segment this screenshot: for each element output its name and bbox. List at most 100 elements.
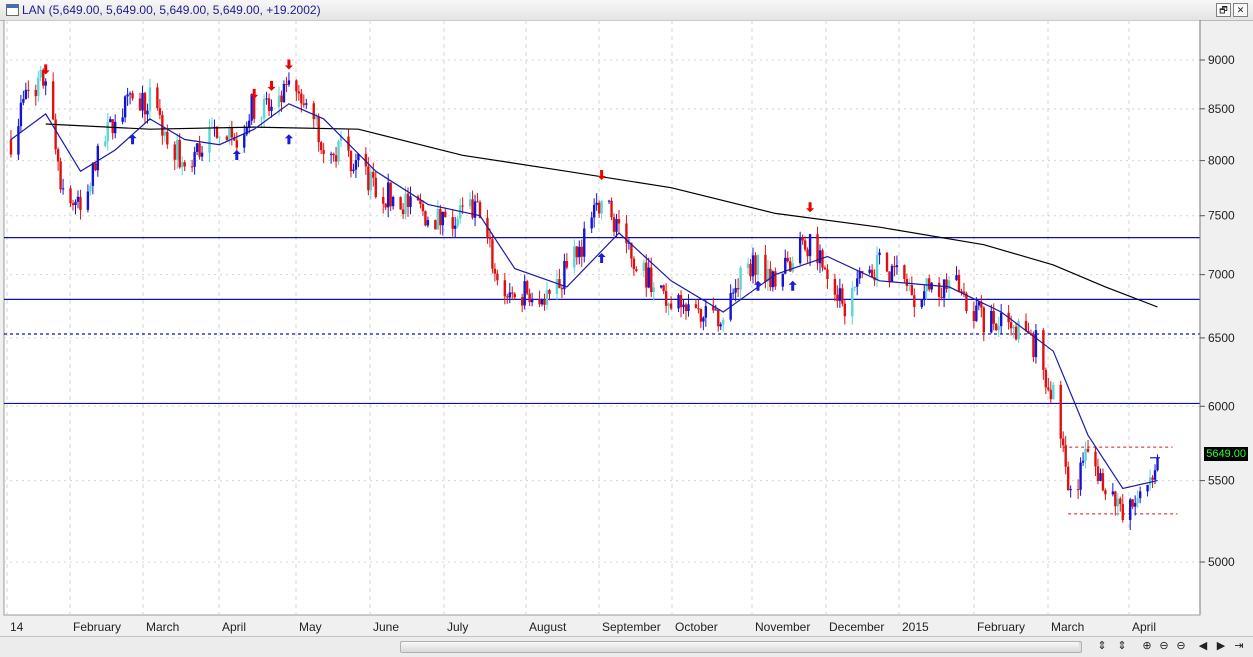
candle-body (94, 163, 97, 171)
candle-body (565, 261, 569, 268)
x-tick-label: February (977, 620, 1025, 634)
candle-body (682, 304, 685, 308)
candle-body (667, 303, 670, 306)
candle-body (592, 204, 596, 218)
candle-body (540, 299, 544, 305)
candle-body (364, 153, 368, 167)
sell-signal-arrow (41, 64, 50, 75)
candle-body (739, 267, 742, 290)
candle-body (684, 304, 688, 312)
x-tick-label: December (829, 620, 884, 634)
zoom-out-alt-icon[interactable]: ⊖ (1176, 640, 1186, 652)
candle-body (496, 273, 499, 281)
candle-body (386, 182, 390, 208)
candle-body (823, 267, 827, 270)
candle-body (339, 136, 343, 142)
candle-body (937, 282, 941, 297)
horizontal-scrollbar[interactable] (400, 641, 1082, 653)
scroll-toggle-icon[interactable]: ⇕ (1097, 640, 1107, 652)
candle-body (195, 143, 199, 152)
window-title: LAN (5,649.00, 5,649.00, 5,649.00, 5,649… (22, 3, 321, 17)
long-moving-average-line (45, 123, 1158, 308)
candle-body (252, 94, 256, 119)
candle-body (374, 177, 377, 198)
candle-body (337, 141, 340, 162)
candle-body (478, 202, 482, 219)
candle-body (228, 127, 231, 140)
bottom-toolbar: ⇕ ⇕ ⊕ ⊖ ⊖ ◀ ▶ ⇥ (0, 636, 1253, 657)
candle-body (650, 267, 653, 293)
candle-body (317, 116, 320, 143)
candle-body (176, 139, 179, 160)
close-window-button[interactable]: ✕ (1233, 3, 1248, 17)
buy-signal-arrow (232, 149, 241, 160)
candle-body (42, 69, 45, 86)
candle-body (1133, 502, 1137, 507)
candle-body (508, 292, 511, 298)
candle-body (791, 263, 794, 272)
candle-body (771, 271, 775, 288)
candle-body (573, 246, 576, 268)
buy-signal-arrow (753, 280, 762, 291)
x-tick-label: March (146, 620, 179, 634)
candle-body (999, 312, 1003, 327)
candle-body (617, 219, 621, 224)
candle-body (975, 305, 978, 322)
candle-body (1017, 320, 1020, 340)
sell-signal-arrow (284, 59, 293, 70)
candle-body (1101, 473, 1105, 491)
candle-body (143, 92, 147, 115)
price-chart[interactable]: 14 February March April May June July August Sep… (0, 20, 1253, 636)
candle-body (746, 263, 750, 268)
sell-signal-arrow (250, 88, 259, 99)
candle-body (1044, 369, 1048, 388)
candle-body (282, 84, 286, 103)
restore-window-button[interactable]: 🗗 (1216, 3, 1231, 17)
candle-body (578, 246, 581, 258)
candle-body (86, 191, 90, 210)
fit-icon[interactable]: ⇕ (1117, 640, 1127, 652)
candle-body (774, 271, 777, 287)
candle-body (1076, 489, 1080, 491)
candle-body (444, 211, 447, 218)
candle-body (858, 271, 861, 279)
candle-body (250, 94, 253, 121)
candle-body (697, 308, 700, 310)
candle-body (277, 95, 281, 107)
candle-body (161, 115, 164, 136)
candle-body (1136, 498, 1139, 503)
candle-body (525, 281, 529, 294)
candle-body (287, 80, 291, 85)
candle-body (34, 89, 37, 97)
candle-body (1148, 477, 1152, 486)
zoom-out-icon[interactable]: ⊖ (1159, 640, 1169, 652)
candle-body (803, 240, 807, 250)
candle-body (312, 103, 315, 120)
candle-body (406, 193, 410, 207)
scroll-right-icon[interactable]: ▶ (1216, 640, 1226, 652)
candle-body (71, 203, 75, 206)
candle-body (280, 95, 283, 103)
candle-body (838, 288, 842, 301)
candle-body (439, 208, 442, 226)
x-tick-label: July (447, 620, 468, 634)
scroll-end-icon[interactable]: ⇥ (1234, 640, 1244, 652)
candle-body (923, 291, 926, 300)
candle-body (1052, 384, 1055, 400)
scrollbar-thumb[interactable] (401, 642, 1079, 652)
candle-body (198, 143, 201, 157)
candle-body (243, 134, 246, 148)
zoom-in-icon[interactable]: ⊕ (1142, 640, 1152, 652)
candle-body (302, 103, 306, 105)
candle-body (528, 293, 531, 303)
candle-body (625, 223, 628, 244)
candle-body (920, 299, 923, 307)
candle-body (91, 163, 95, 186)
scroll-left-icon[interactable]: ◀ (1198, 640, 1208, 652)
candle-body (868, 269, 871, 273)
candle-body (942, 279, 946, 298)
candle-body (51, 81, 55, 120)
candle-body (694, 304, 698, 309)
candle-body (972, 311, 976, 322)
candle-body (183, 162, 186, 167)
